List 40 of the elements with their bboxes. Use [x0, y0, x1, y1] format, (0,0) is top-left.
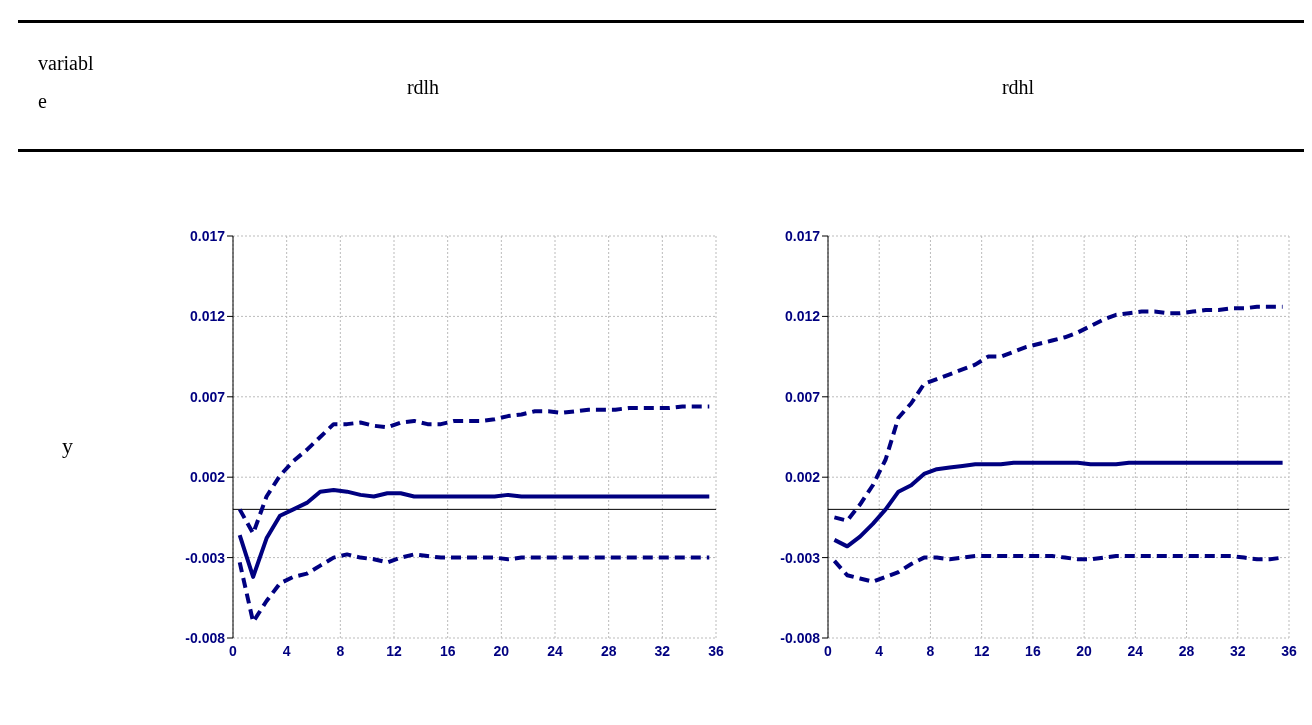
- x-tick-label: 12: [973, 642, 990, 659]
- x-tick-label: 4: [875, 642, 884, 659]
- y-tick-label: 0.012: [189, 308, 226, 325]
- x-tick-label: 16: [1025, 642, 1041, 659]
- y-tick-label: 0.012: [784, 308, 821, 325]
- x-tick-label: 0: [824, 642, 833, 659]
- y-tick-label: 0.007: [189, 388, 226, 405]
- y-tick-label: -0.008: [185, 629, 226, 646]
- y-tick-label: 0.017: [784, 227, 821, 244]
- x-tick-label: 0: [229, 642, 238, 659]
- x-tick-label: 20: [1076, 642, 1093, 659]
- x-tick-label: 8: [926, 642, 935, 659]
- x-tick-label: 32: [1229, 642, 1246, 659]
- chart-title: rdlh: [405, 76, 441, 99]
- line-series: [237, 404, 712, 536]
- y-tick-label: -0.003: [185, 549, 226, 566]
- chart-title: rdhl: [1000, 76, 1036, 99]
- y-tick-label: -0.003: [780, 549, 821, 566]
- x-tick-label: 32: [654, 642, 671, 659]
- x-tick-label: 24: [547, 642, 563, 659]
- x-tick-label: 28: [1178, 642, 1195, 659]
- line-series: [237, 488, 712, 579]
- x-tick-label: 24: [1127, 642, 1144, 659]
- y-tick-label: -0.008: [780, 629, 821, 646]
- y-tick-label: 0.007: [784, 388, 821, 405]
- y-tick-label: 0.002: [189, 469, 226, 486]
- y-tick-label: 0.002: [784, 469, 821, 486]
- line-series: [832, 304, 1285, 523]
- y-tick-label: 0.017: [189, 227, 226, 244]
- x-tick-label: 12: [386, 642, 402, 659]
- x-tick-label: 36: [1281, 642, 1297, 659]
- text: variable: [38, 51, 95, 114]
- text: y: [62, 433, 73, 459]
- x-tick-label: 8: [336, 642, 345, 659]
- x-tick-label: 20: [493, 642, 510, 659]
- x-tick-label: 16: [439, 642, 456, 659]
- x-tick-label: 36: [708, 642, 724, 659]
- x-tick-label: 4: [282, 642, 291, 659]
- line-series: [832, 460, 1285, 549]
- x-tick-label: 28: [600, 642, 617, 659]
